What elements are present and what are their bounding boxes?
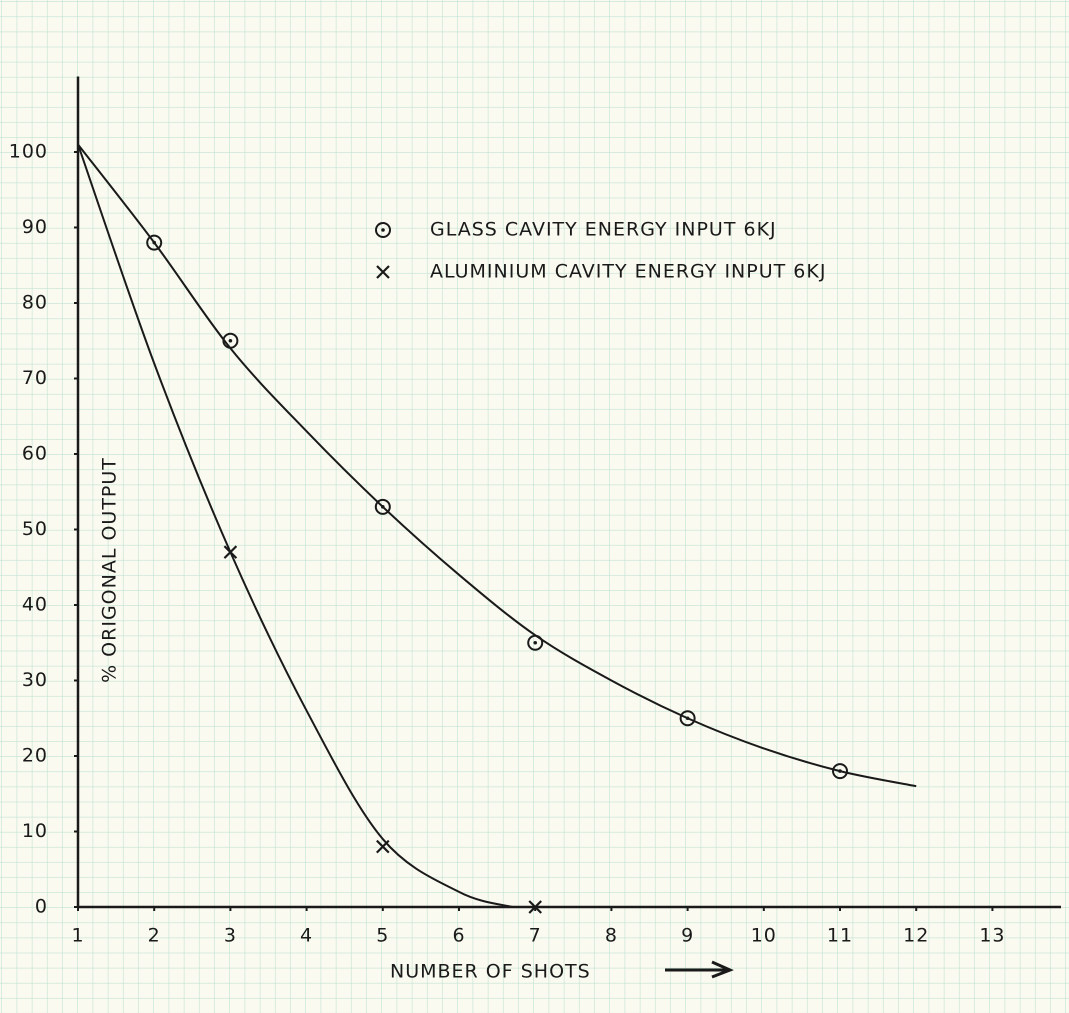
legend-label: GLASS CAVITY ENERGY INPUT 6KJ bbox=[430, 219, 777, 241]
y-tick-label: 20 bbox=[22, 745, 48, 767]
x-tick-label: 5 bbox=[376, 925, 389, 947]
x-tick-label: 6 bbox=[452, 925, 465, 947]
x-tick-label: 7 bbox=[529, 925, 542, 947]
x-tick-label: 12 bbox=[903, 925, 929, 947]
y-tick-label: 10 bbox=[22, 820, 48, 842]
y-tick-label: 60 bbox=[22, 443, 48, 465]
x-tick-label: 10 bbox=[751, 925, 777, 947]
x-tick-label: 1 bbox=[71, 925, 84, 947]
marker-dot bbox=[686, 716, 690, 720]
x-tick-label: 4 bbox=[300, 925, 313, 947]
x-tick-label: 8 bbox=[605, 925, 618, 947]
x-tick-label: 9 bbox=[681, 925, 694, 947]
y-tick-label: 50 bbox=[22, 518, 48, 540]
y-tick-label: 80 bbox=[22, 292, 48, 314]
x-tick-label: 3 bbox=[224, 925, 237, 947]
x-tick-label: 13 bbox=[979, 925, 1005, 947]
y-tick-label: 30 bbox=[22, 669, 48, 691]
legend-label: ALUMINIUM CAVITY ENERGY INPUT 6KJ bbox=[430, 261, 826, 283]
x-tick-label: 11 bbox=[827, 925, 853, 947]
marker-dot bbox=[229, 339, 233, 343]
y-tick-label: 100 bbox=[9, 141, 48, 163]
y-tick-label: 90 bbox=[22, 216, 48, 238]
marker-dot bbox=[838, 769, 842, 773]
x-axis-label: NUMBER OF SHOTS bbox=[390, 961, 591, 983]
y-axis-label: % ORIGONAL OUTPUT bbox=[99, 457, 121, 683]
marker-dot bbox=[381, 505, 385, 509]
x-tick-label: 2 bbox=[148, 925, 161, 947]
y-tick-label: 70 bbox=[22, 367, 48, 389]
marker-dot bbox=[152, 241, 156, 245]
marker-dot bbox=[381, 228, 385, 232]
marker-dot bbox=[533, 641, 537, 645]
y-tick-label: 0 bbox=[35, 896, 48, 918]
y-tick-label: 40 bbox=[22, 594, 48, 616]
chart: 010203040506070809010012345678910111213G… bbox=[0, 0, 1069, 1013]
graph-paper bbox=[0, 0, 1069, 1013]
